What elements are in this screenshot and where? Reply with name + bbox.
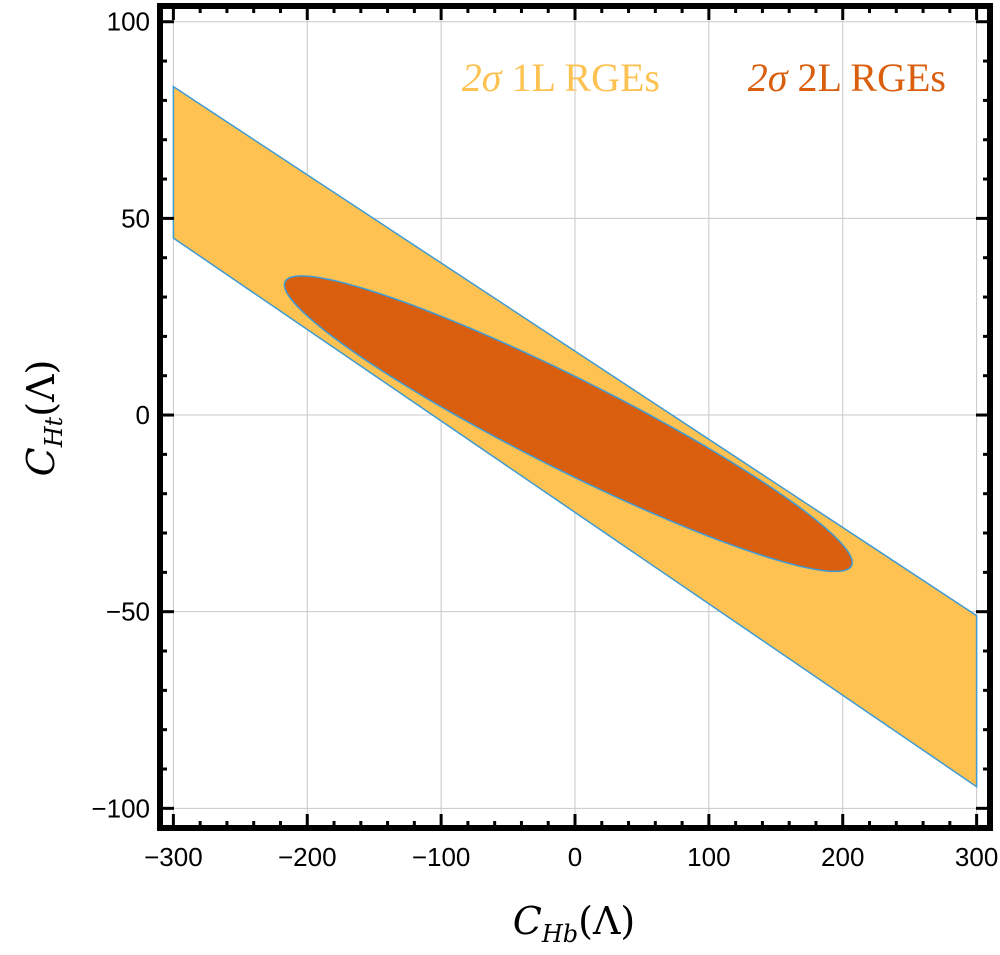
x-axis-argument: (Λ) <box>578 899 635 943</box>
regions <box>172 85 978 789</box>
x-tick-label: 200 <box>821 842 864 872</box>
y-axis-symbol: C <box>19 447 63 476</box>
legend-1l-prefix: 2σ <box>462 55 503 100</box>
y-tick-label: 0 <box>136 400 150 430</box>
ticks <box>160 6 990 828</box>
x-tick-label: 0 <box>568 842 582 872</box>
region-2l-rges <box>283 275 853 573</box>
legend-1l: 2σ 1L RGEs <box>462 55 660 100</box>
legend-2l: 2σ 2L RGEs <box>748 55 946 100</box>
legend-2l-prefix: 2σ <box>748 55 789 100</box>
x-axis-subscript: Hb <box>541 920 578 948</box>
x-tick-label: −300 <box>144 842 203 872</box>
y-axis-argument: (Λ) <box>19 360 63 417</box>
y-tick-label: 100 <box>107 7 150 37</box>
tick-labels: −300 −200 −100 0 100 200 300 −100 −50 0 50 100 <box>91 7 998 872</box>
y-tick-label: 50 <box>121 203 150 233</box>
legend-1l-label: 1L RGEs <box>511 55 660 100</box>
legend-2l-label: 2L RGEs <box>797 55 946 100</box>
x-tick-label: −100 <box>412 842 471 872</box>
x-tick-label: −200 <box>278 842 337 872</box>
y-axis-title: CHt(Λ) <box>19 360 68 477</box>
y-tick-label: −50 <box>106 597 150 627</box>
x-tick-label: 300 <box>955 842 998 872</box>
x-tick-label: 100 <box>687 842 730 872</box>
x-axis-symbol: C <box>513 899 542 943</box>
y-tick-label: −100 <box>91 793 150 823</box>
x-axis-title: CHb(Λ) <box>513 899 635 948</box>
y-axis-subscript: Ht <box>40 416 68 448</box>
